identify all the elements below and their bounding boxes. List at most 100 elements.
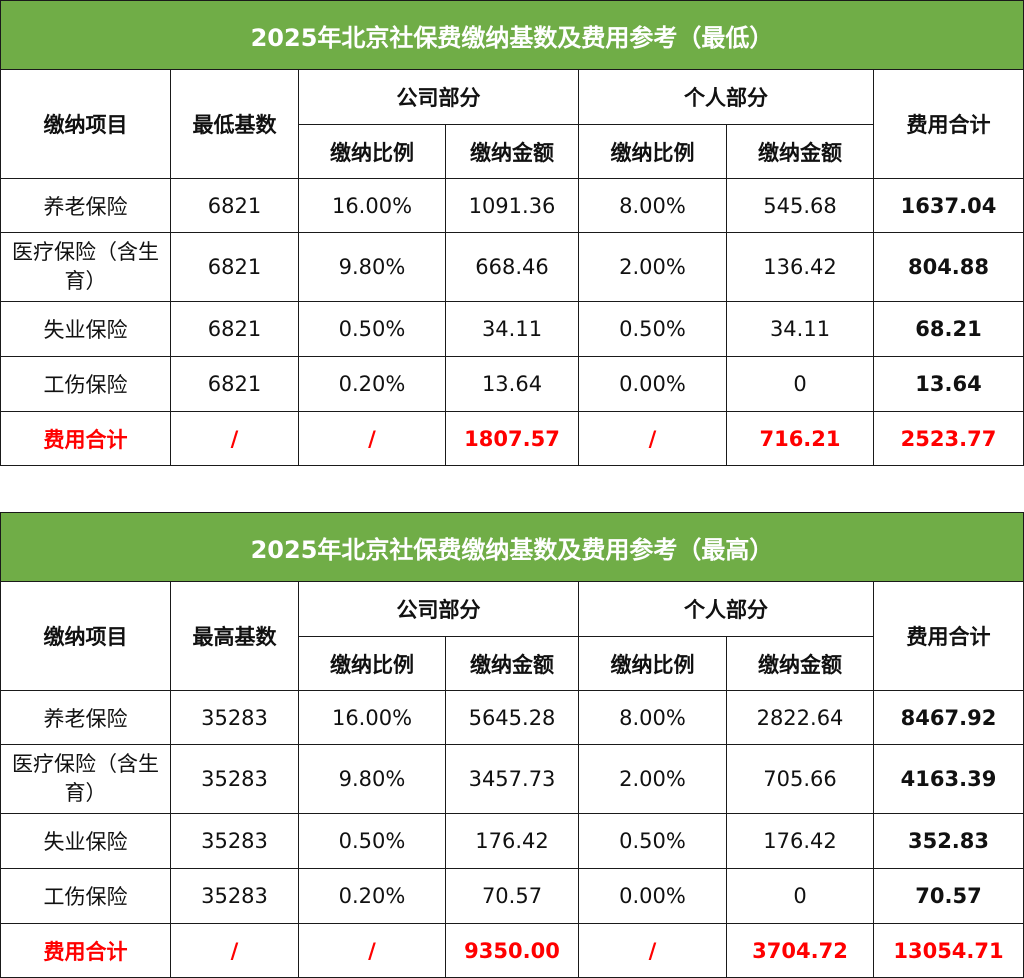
summary-total: 13054.71 bbox=[873, 923, 1024, 978]
summary-personal-amount: 3704.72 bbox=[726, 923, 874, 978]
company-rate: 0.50% bbox=[298, 813, 446, 869]
header-company-rate: 缴纳比例 bbox=[298, 124, 446, 179]
item-name: 工伤保险 bbox=[0, 868, 171, 924]
base-value: 6821 bbox=[170, 178, 299, 233]
table-row: 失业保险 6821 0.50% 34.11 0.50% 34.11 68.21 bbox=[0, 301, 1024, 357]
company-amount: 70.57 bbox=[445, 868, 579, 924]
item-name: 工伤保险 bbox=[0, 356, 171, 412]
header-personal-rate: 缴纳比例 bbox=[578, 124, 727, 179]
header-personal-rate: 缴纳比例 bbox=[578, 636, 727, 691]
company-amount: 5645.28 bbox=[445, 690, 579, 745]
base-value: 35283 bbox=[170, 690, 299, 745]
summary-base: / bbox=[170, 923, 299, 978]
header-personal-amount: 缴纳金额 bbox=[726, 124, 874, 179]
summary-row: 费用合计 / / 1807.57 / 716.21 2523.77 bbox=[0, 411, 1024, 466]
table-row: 工伤保险 35283 0.20% 70.57 0.00% 0 70.57 bbox=[0, 868, 1024, 924]
item-name: 养老保险 bbox=[0, 690, 171, 745]
row-total: 13.64 bbox=[873, 356, 1024, 412]
table-title: 2025年北京社保费缴纳基数及费用参考（最高） bbox=[0, 512, 1024, 582]
base-value: 35283 bbox=[170, 813, 299, 869]
header-personal: 个人部分 bbox=[578, 69, 874, 125]
table-title: 2025年北京社保费缴纳基数及费用参考（最低） bbox=[0, 0, 1024, 70]
header-company: 公司部分 bbox=[298, 69, 579, 125]
table-row: 养老保险 6821 16.00% 1091.36 8.00% 545.68 16… bbox=[0, 178, 1024, 233]
personal-amount: 136.42 bbox=[726, 232, 874, 302]
base-value: 35283 bbox=[170, 868, 299, 924]
personal-amount: 176.42 bbox=[726, 813, 874, 869]
personal-rate: 8.00% bbox=[578, 690, 727, 745]
summary-total: 2523.77 bbox=[873, 411, 1024, 466]
company-amount: 668.46 bbox=[445, 232, 579, 302]
table-row: 医疗保险（含生育） 6821 9.80% 668.46 2.00% 136.42… bbox=[0, 232, 1024, 302]
personal-rate: 8.00% bbox=[578, 178, 727, 233]
row-total: 1637.04 bbox=[873, 178, 1024, 233]
company-rate: 0.20% bbox=[298, 868, 446, 924]
table-row: 工伤保险 6821 0.20% 13.64 0.00% 0 13.64 bbox=[0, 356, 1024, 412]
summary-company-rate: / bbox=[298, 411, 446, 466]
summary-label: 费用合计 bbox=[0, 923, 171, 978]
row-total: 804.88 bbox=[873, 232, 1024, 302]
table-row: 失业保险 35283 0.50% 176.42 0.50% 176.42 352… bbox=[0, 813, 1024, 869]
personal-amount: 705.66 bbox=[726, 744, 874, 814]
personal-amount: 545.68 bbox=[726, 178, 874, 233]
row-total: 70.57 bbox=[873, 868, 1024, 924]
personal-amount: 0 bbox=[726, 356, 874, 412]
summary-personal-rate: / bbox=[578, 923, 727, 978]
company-rate: 0.20% bbox=[298, 356, 446, 412]
header-personal-amount: 缴纳金额 bbox=[726, 636, 874, 691]
header-company-rate: 缴纳比例 bbox=[298, 636, 446, 691]
company-amount: 34.11 bbox=[445, 301, 579, 357]
company-rate: 9.80% bbox=[298, 744, 446, 814]
personal-rate: 2.00% bbox=[578, 744, 727, 814]
company-amount: 1091.36 bbox=[445, 178, 579, 233]
company-amount: 3457.73 bbox=[445, 744, 579, 814]
personal-rate: 2.00% bbox=[578, 232, 727, 302]
summary-company-amount: 1807.57 bbox=[445, 411, 579, 466]
summary-personal-amount: 716.21 bbox=[726, 411, 874, 466]
summary-label: 费用合计 bbox=[0, 411, 171, 466]
row-total: 68.21 bbox=[873, 301, 1024, 357]
header-personal: 个人部分 bbox=[578, 581, 874, 637]
summary-base: / bbox=[170, 411, 299, 466]
max-base-table: 2025年北京社保费缴纳基数及费用参考（最高） 缴纳项目 最高基数 公司部分 个… bbox=[0, 512, 1024, 978]
header-item: 缴纳项目 bbox=[0, 69, 171, 179]
base-value: 35283 bbox=[170, 744, 299, 814]
personal-amount: 34.11 bbox=[726, 301, 874, 357]
header-company-amount: 缴纳金额 bbox=[445, 124, 579, 179]
summary-row: 费用合计 / / 9350.00 / 3704.72 13054.71 bbox=[0, 923, 1024, 978]
row-total: 352.83 bbox=[873, 813, 1024, 869]
company-amount: 13.64 bbox=[445, 356, 579, 412]
personal-amount: 0 bbox=[726, 868, 874, 924]
summary-company-rate: / bbox=[298, 923, 446, 978]
company-rate: 0.50% bbox=[298, 301, 446, 357]
company-rate: 9.80% bbox=[298, 232, 446, 302]
item-name: 医疗保险（含生育） bbox=[0, 232, 171, 302]
min-base-table: 2025年北京社保费缴纳基数及费用参考（最低） 缴纳项目 最低基数 公司部分 个… bbox=[0, 0, 1024, 466]
header-item: 缴纳项目 bbox=[0, 581, 171, 691]
table-row: 养老保险 35283 16.00% 5645.28 8.00% 2822.64 … bbox=[0, 690, 1024, 745]
header-total: 费用合计 bbox=[873, 581, 1024, 691]
personal-rate: 0.00% bbox=[578, 868, 727, 924]
item-name: 失业保险 bbox=[0, 301, 171, 357]
personal-rate: 0.50% bbox=[578, 301, 727, 357]
company-rate: 16.00% bbox=[298, 690, 446, 745]
header-base: 最高基数 bbox=[170, 581, 299, 691]
table-row: 医疗保险（含生育） 35283 9.80% 3457.73 2.00% 705.… bbox=[0, 744, 1024, 814]
base-value: 6821 bbox=[170, 232, 299, 302]
header-base: 最低基数 bbox=[170, 69, 299, 179]
personal-rate: 0.50% bbox=[578, 813, 727, 869]
summary-company-amount: 9350.00 bbox=[445, 923, 579, 978]
item-name: 失业保险 bbox=[0, 813, 171, 869]
company-amount: 176.42 bbox=[445, 813, 579, 869]
personal-rate: 0.00% bbox=[578, 356, 727, 412]
base-value: 6821 bbox=[170, 301, 299, 357]
header-company-amount: 缴纳金额 bbox=[445, 636, 579, 691]
base-value: 6821 bbox=[170, 356, 299, 412]
row-total: 8467.92 bbox=[873, 690, 1024, 745]
row-total: 4163.39 bbox=[873, 744, 1024, 814]
item-name: 医疗保险（含生育） bbox=[0, 744, 171, 814]
company-rate: 16.00% bbox=[298, 178, 446, 233]
item-name: 养老保险 bbox=[0, 178, 171, 233]
header-company: 公司部分 bbox=[298, 581, 579, 637]
header-total: 费用合计 bbox=[873, 69, 1024, 179]
